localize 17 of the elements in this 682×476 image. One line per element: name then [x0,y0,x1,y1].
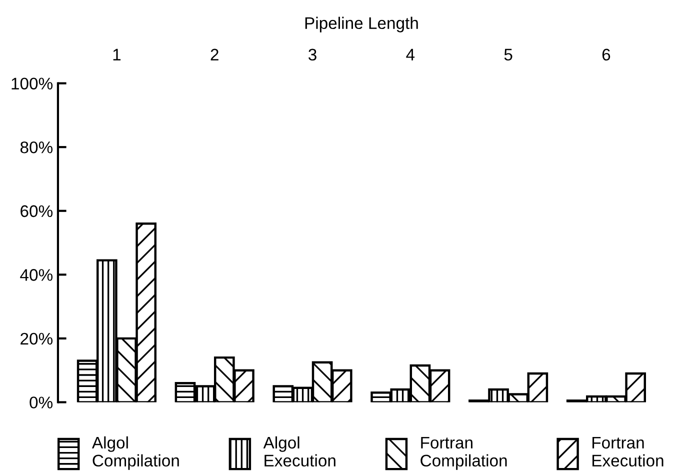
y-tick-label: 20% [20,332,53,345]
y-tick-label: 80% [20,141,53,154]
x-tick-label: 5 [504,48,512,61]
legend-label: Algol Compilation [92,436,179,470]
legend-label: Fortran Execution [592,436,664,467]
y-tick-label: 60% [20,205,53,218]
x-tick-label: 3 [308,48,316,61]
x-tick-label: 4 [406,48,415,60]
x-tick-label: 6 [602,48,610,61]
y-tick-label: 40% [20,269,53,281]
x-axis-title: Pipeline Length [305,16,418,32]
x-tick-label: 2 [210,48,218,60]
y-tick-label: 100% [12,78,53,90]
legend-label: Fortran Compilation [420,436,507,470]
legend-label: Algol Execution [263,436,336,467]
x-tick-label: 1 [113,48,121,60]
y-tick-label: 0% [30,396,53,408]
